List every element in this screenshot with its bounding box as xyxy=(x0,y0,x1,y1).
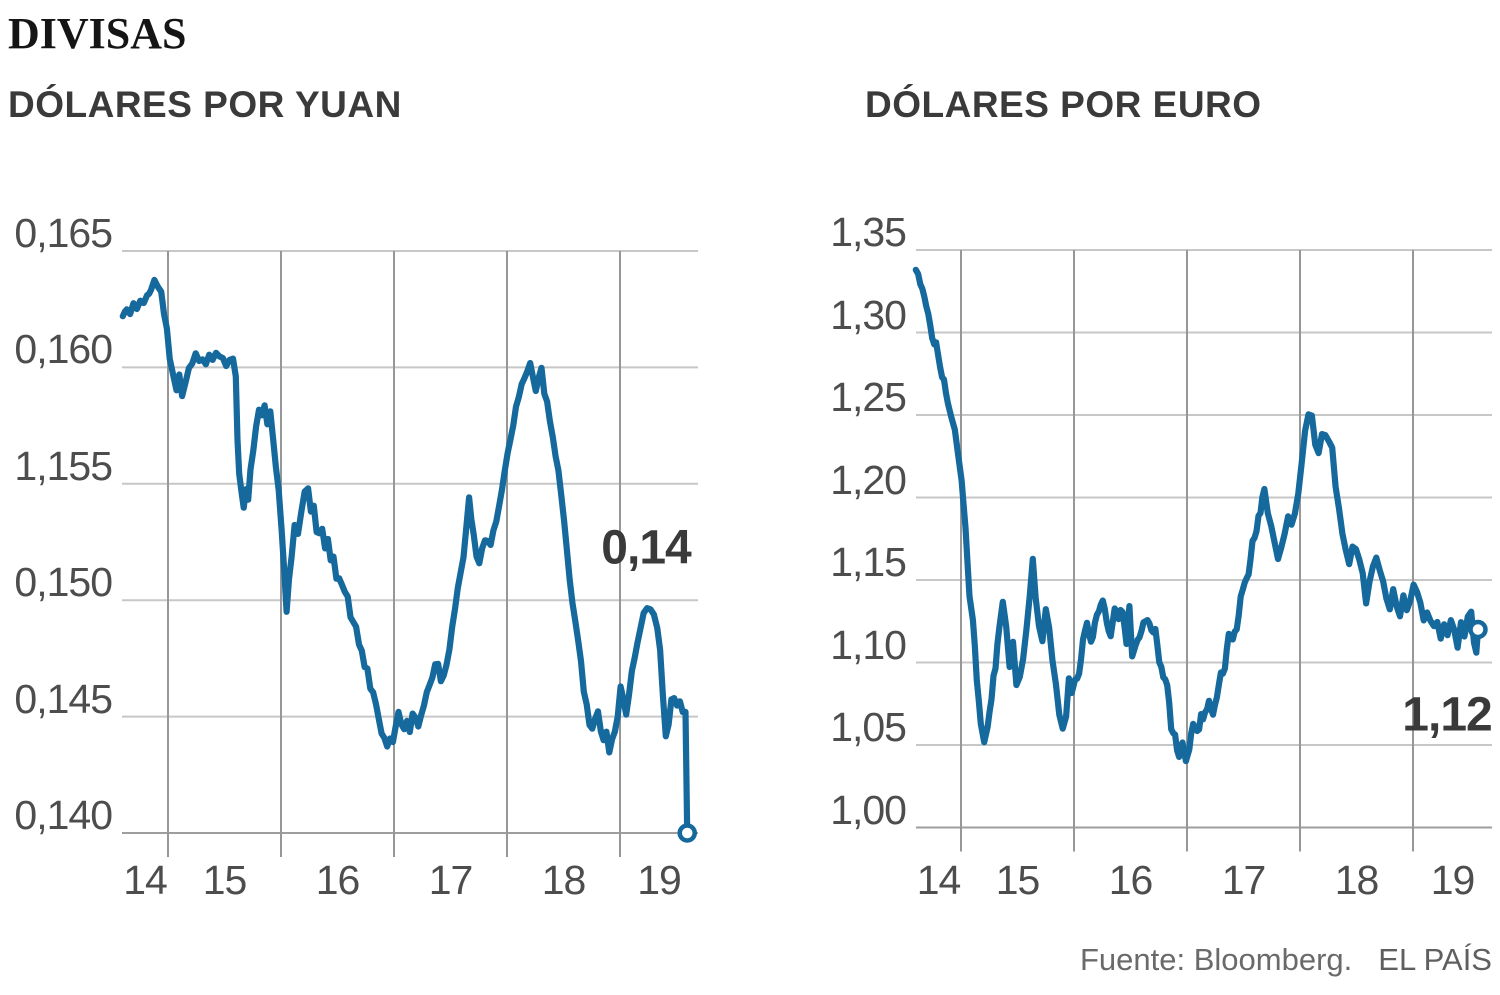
last-value-label-euro: 1,12 xyxy=(1402,688,1492,742)
yuan-line-series xyxy=(119,276,691,837)
chart-title-euro: DÓLARES POR EURO xyxy=(865,84,1262,125)
y-tick-label: 1,25 xyxy=(830,374,907,420)
page-title: DIVISAS xyxy=(8,9,187,58)
x-tick-label: 17 xyxy=(428,857,474,903)
y-tick-label: 1,30 xyxy=(830,291,907,338)
y-tick-label: 1,10 xyxy=(830,621,907,668)
y-tick-label: 0,145 xyxy=(14,675,113,722)
x-tick-label: 15 xyxy=(995,857,1041,903)
x-tick-label: 17 xyxy=(1221,857,1267,903)
y-tick-label: 1,20 xyxy=(830,456,907,503)
x-tick-label: 18 xyxy=(541,857,587,903)
last-value-marker xyxy=(1468,619,1488,640)
euro-line-series xyxy=(912,266,1482,765)
x-tick-label: 14 xyxy=(916,857,962,903)
x-tick-label: 16 xyxy=(1108,857,1154,903)
last-value-label-yuan: 0,14 xyxy=(601,521,691,575)
x-tick-label: 19 xyxy=(637,857,682,903)
y-tick-label: 1,00 xyxy=(830,786,907,833)
x-tick-label: 19 xyxy=(1430,857,1476,903)
y-tick-label: 1,35 xyxy=(830,209,907,255)
y-tick-label: 0,160 xyxy=(14,326,113,373)
y-tick-label: 1,05 xyxy=(830,704,907,750)
y-tick-label: 1,15 xyxy=(830,539,907,585)
x-tick-label: 14 xyxy=(123,857,168,903)
last-value-marker xyxy=(677,823,697,843)
x-tick-label: 16 xyxy=(315,857,361,903)
source-credit: Fuente: Bloomberg. xyxy=(1080,942,1353,977)
y-tick-label: 0,140 xyxy=(14,792,113,838)
y-tick-label: 0,165 xyxy=(14,210,113,256)
x-tick-label: 15 xyxy=(202,857,248,903)
y-tick-label: 0,150 xyxy=(14,559,113,606)
y-tick-label: 1,155 xyxy=(14,442,113,489)
x-tick-label: 18 xyxy=(1334,857,1380,903)
chart-title-yuan: DÓLARES POR YUAN xyxy=(8,84,402,125)
brand-credit: EL PAÍS xyxy=(1378,942,1492,977)
